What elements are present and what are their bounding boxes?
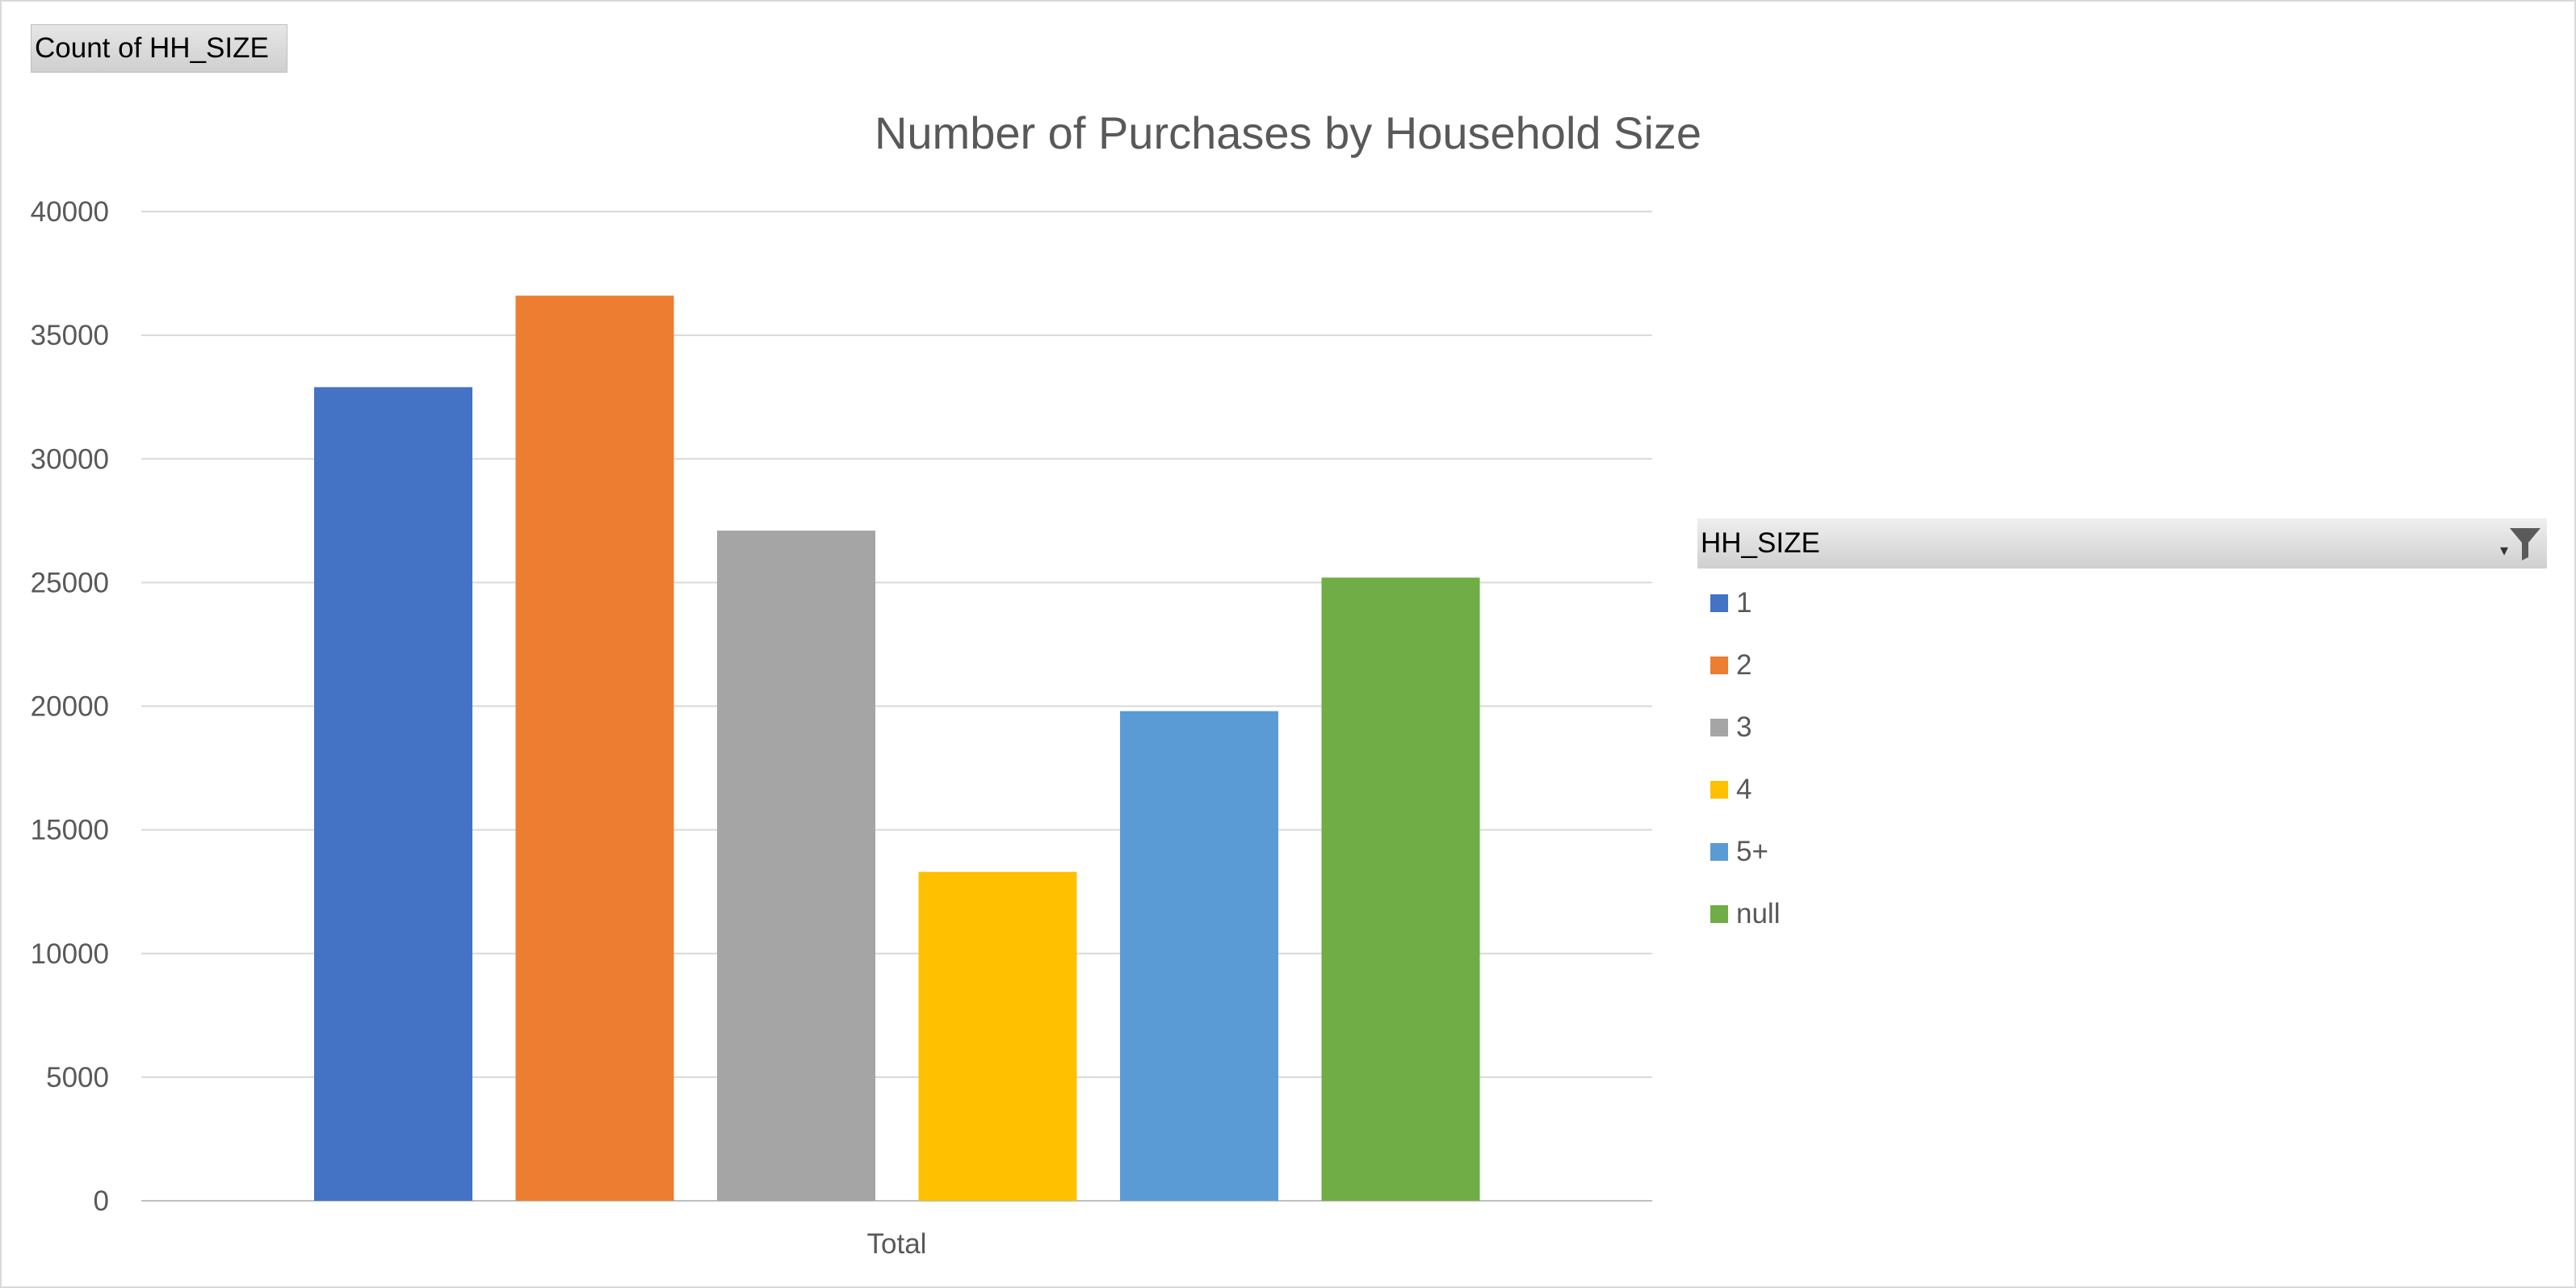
bar-hh-size-null [1321,577,1480,1201]
legend-swatch [1710,842,1728,861]
bar-hh-size-3 [717,531,875,1201]
y-tick-label: 35000 [31,320,109,351]
legend-swatch [1710,780,1728,799]
bar-hh-size-2 [515,296,674,1201]
y-tick-label: 15000 [31,815,109,846]
legend-label: 4 [1736,773,1752,805]
legend-swatch [1710,656,1728,674]
bar-hh-size-4 [918,871,1077,1201]
y-tick-label: 25000 [31,567,109,598]
count-of-hh-size-field-button[interactable]: Count of HH_SIZE [31,24,287,73]
legend-label: null [1736,897,1781,929]
legend: 1 2 3 4 5+ null [1710,572,1780,945]
legend-item[interactable]: null [1710,883,1780,945]
legend-swatch [1710,718,1728,736]
y-tick-label: 5000 [46,1062,109,1093]
legend-swatch [1710,594,1728,612]
filter-icon[interactable]: ▾ [2498,525,2542,562]
legend-label: 5+ [1736,835,1768,867]
svg-text:▾: ▾ [2500,540,2508,560]
legend-label: 2 [1736,648,1752,681]
chart-title: Number of Purchases by Household Size [874,107,1702,158]
legend-swatch [1710,904,1728,923]
bar-hh-size-1 [314,387,472,1201]
y-tick-label: 0 [94,1185,109,1217]
y-tick-label: 30000 [31,443,109,475]
y-tick-label: 40000 [31,196,109,228]
x-category-label: Total [867,1228,927,1260]
y-tick-label: 10000 [31,938,109,970]
legend-label: 1 [1736,586,1752,619]
legend-label: 3 [1736,711,1752,743]
legend-item[interactable]: 1 [1710,572,1780,634]
legend-item[interactable]: 3 [1710,696,1780,758]
legend-item[interactable]: 2 [1710,634,1780,696]
legend-header-label: HH_SIZE [1701,527,1820,559]
y-tick-label: 20000 [31,691,109,723]
legend-item[interactable]: 4 [1710,758,1780,820]
legend-field-header[interactable]: HH_SIZE ▾ [1697,518,2547,568]
legend-item[interactable]: 5+ [1710,820,1780,883]
bar-hh-size-5plus [1120,711,1278,1201]
